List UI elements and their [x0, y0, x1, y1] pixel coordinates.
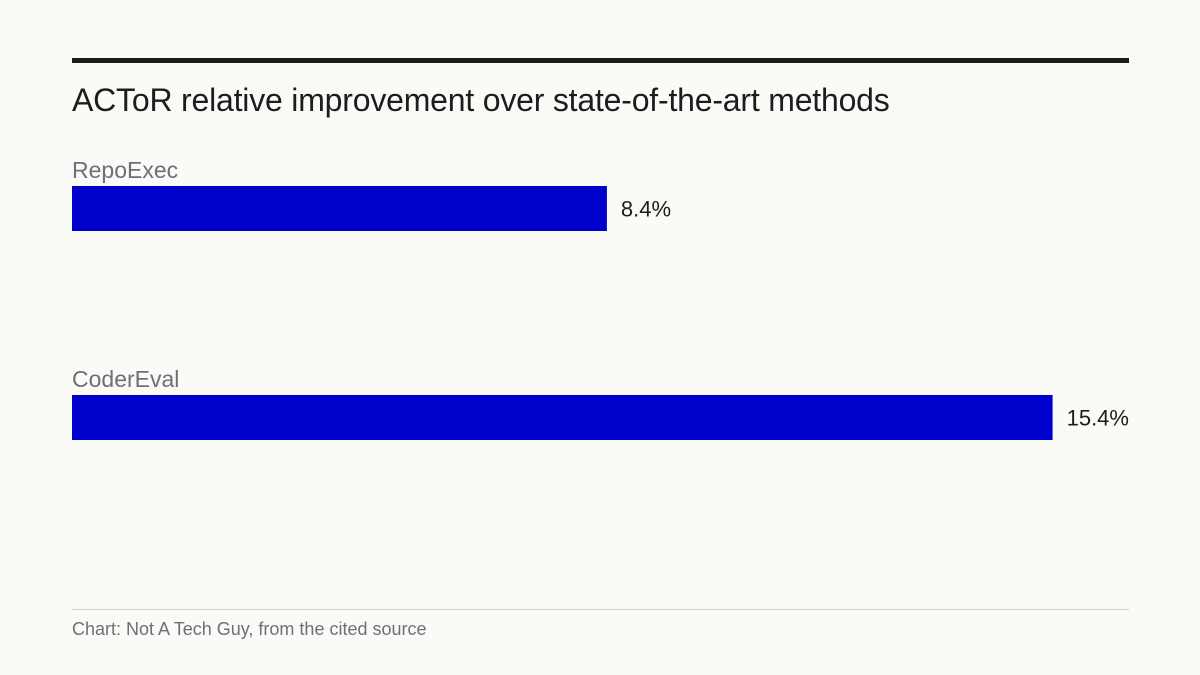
value-label-repoexec: 8.4% [621, 197, 671, 222]
chart-title: ACToR relative improvement over state-of… [72, 82, 890, 118]
category-label-repoexec: RepoExec [72, 157, 178, 183]
bar-codereval [72, 395, 1053, 440]
bar-repoexec [72, 186, 607, 231]
source-note: Chart: Not A Tech Guy, from the cited so… [72, 619, 427, 639]
bottom-rule [72, 609, 1129, 610]
bar-chart: RepoExec 8.4% CoderEval 15.4% [72, 157, 1129, 440]
category-label-codereval: CoderEval [72, 366, 179, 392]
top-rule [72, 58, 1129, 63]
value-label-codereval: 15.4% [1067, 406, 1129, 431]
